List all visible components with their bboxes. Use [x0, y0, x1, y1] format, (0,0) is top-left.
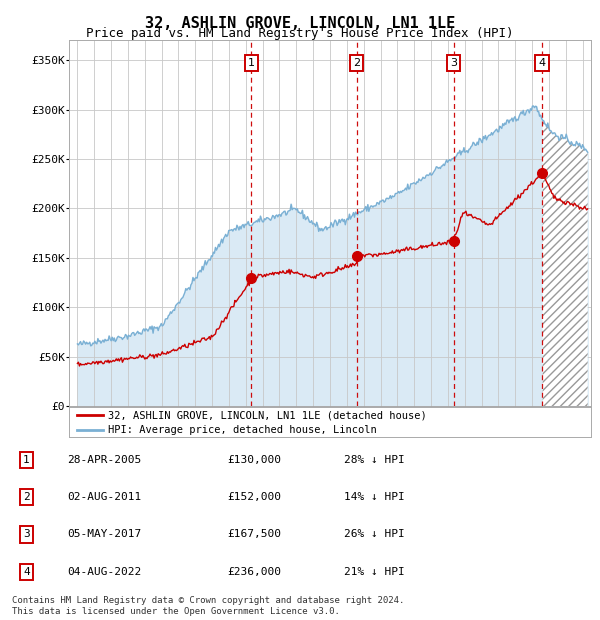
Text: £167,500: £167,500 [227, 529, 281, 539]
Text: Price paid vs. HM Land Registry's House Price Index (HPI): Price paid vs. HM Land Registry's House … [86, 27, 514, 40]
Text: 1: 1 [23, 455, 30, 465]
Text: 3: 3 [23, 529, 30, 539]
Text: 3: 3 [450, 58, 457, 68]
Text: £130,000: £130,000 [227, 455, 281, 465]
Text: 14% ↓ HPI: 14% ↓ HPI [344, 492, 404, 502]
Text: £236,000: £236,000 [227, 567, 281, 577]
Text: 28-APR-2005: 28-APR-2005 [67, 455, 142, 465]
Text: 2: 2 [353, 58, 360, 68]
Text: HPI: Average price, detached house, Lincoln: HPI: Average price, detached house, Linc… [108, 425, 377, 435]
Text: 1: 1 [248, 58, 254, 68]
Text: 28% ↓ HPI: 28% ↓ HPI [344, 455, 404, 465]
Text: 32, ASHLIN GROVE, LINCOLN, LN1 1LE: 32, ASHLIN GROVE, LINCOLN, LN1 1LE [145, 16, 455, 30]
Text: Contains HM Land Registry data © Crown copyright and database right 2024.
This d: Contains HM Land Registry data © Crown c… [12, 596, 404, 616]
Text: 4: 4 [23, 567, 30, 577]
Text: 26% ↓ HPI: 26% ↓ HPI [344, 529, 404, 539]
Text: 02-AUG-2011: 02-AUG-2011 [67, 492, 142, 502]
Text: 4: 4 [538, 58, 545, 68]
Text: £152,000: £152,000 [227, 492, 281, 502]
Text: 32, ASHLIN GROVE, LINCOLN, LN1 1LE (detached house): 32, ASHLIN GROVE, LINCOLN, LN1 1LE (deta… [108, 410, 427, 420]
Text: 2: 2 [23, 492, 30, 502]
Text: 21% ↓ HPI: 21% ↓ HPI [344, 567, 404, 577]
Text: 04-AUG-2022: 04-AUG-2022 [67, 567, 142, 577]
Text: 05-MAY-2017: 05-MAY-2017 [67, 529, 142, 539]
